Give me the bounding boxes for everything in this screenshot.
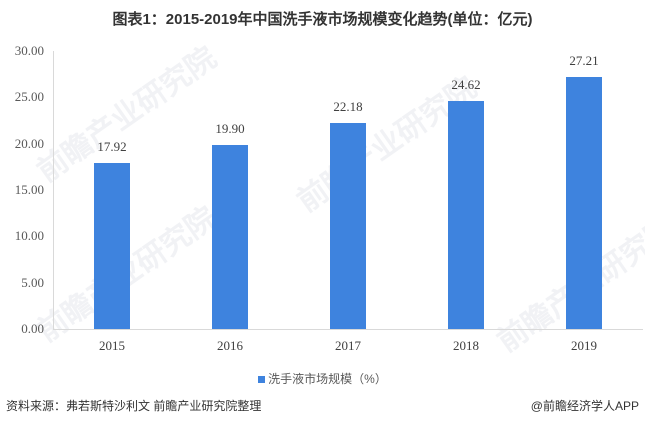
y-tick-label: 0.00 — [21, 321, 44, 336]
y-tick-label: 30.00 — [14, 43, 44, 58]
y-tick-label: 20.00 — [14, 135, 44, 151]
value-label: 17.92 — [97, 138, 127, 154]
x-tick-label: 2018 — [453, 338, 479, 353]
y-tick-label: 5.00 — [21, 274, 44, 290]
bar-2015 — [94, 162, 130, 329]
y-tick-label: 15.00 — [14, 182, 44, 197]
value-label: 24.62 — [451, 76, 481, 92]
x-tick-label: 2017 — [335, 338, 361, 353]
y-tick-label: 25.00 — [14, 89, 44, 105]
x-tick-label: 2019 — [571, 338, 597, 353]
value-label: 19.90 — [215, 120, 245, 136]
x-axis-line — [53, 329, 643, 330]
x-tick-label: 2015 — [99, 338, 125, 353]
credit-note: @前瞻经济学人APP — [530, 399, 639, 413]
chart-title: 图表1：2015-2019年中国洗手液市场规模变化趋势(单位：亿元) — [112, 11, 533, 28]
value-label: 27.21 — [569, 52, 599, 68]
bar-2017 — [330, 123, 366, 329]
source-note: 资料来源：弗若斯特沙利文 前瞻产业研究院整理 — [6, 399, 262, 413]
y-axis-line — [53, 51, 54, 329]
legend-label: 洗手液市场规模（%） — [268, 372, 387, 386]
legend: 洗手液市场规模（%） — [0, 370, 645, 387]
y-tick-label: 10.00 — [14, 228, 44, 244]
x-tick-label: 2016 — [217, 338, 243, 353]
bar-2018 — [448, 100, 484, 329]
value-label: 22.18 — [333, 99, 363, 115]
bar-2016 — [212, 144, 248, 329]
legend-swatch-icon — [258, 376, 266, 384]
bar-2019 — [566, 76, 602, 329]
